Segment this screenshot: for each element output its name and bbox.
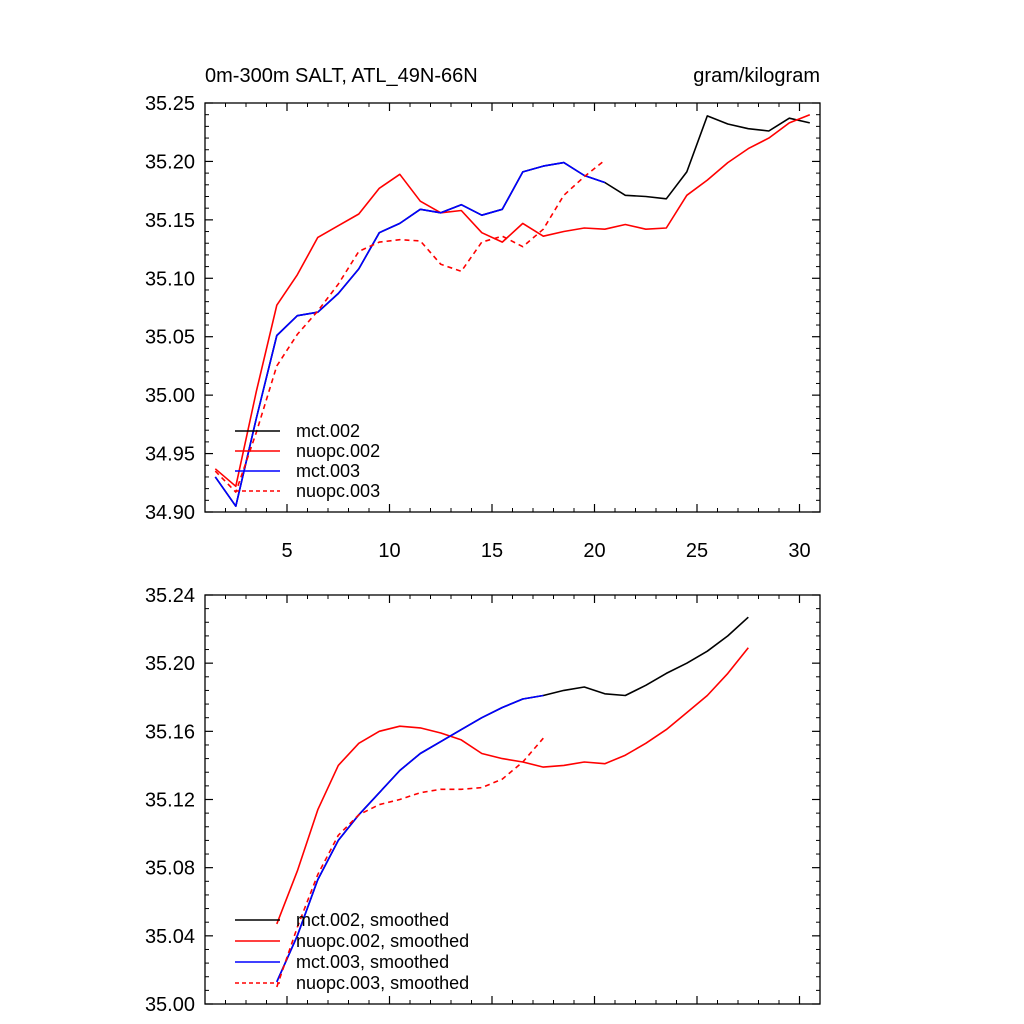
bottom-legend: mct.002, smoothed nuopc.002, smoothed mc… (235, 910, 469, 993)
bottom-series-nuopc-003-smoothed (276, 737, 544, 988)
top-xtick-label: 20 (583, 540, 605, 562)
top-xtick-label: 10 (378, 540, 400, 562)
top-legend: mct.002 nuopc.002 mct.003 nuopc.003 (235, 421, 380, 501)
bottom-series-nuopc-002-smoothed (276, 647, 749, 925)
top-series-nuopc-002 (214, 113, 811, 488)
top-ytick-label: 35.20 (145, 151, 195, 173)
top-xtick-label: 25 (686, 540, 708, 562)
top-ytick-label: 35.05 (145, 327, 195, 349)
top-ytick-label: 35.10 (145, 268, 195, 290)
legend-label-mct-003-smoothed: mct.003, smoothed (296, 952, 449, 972)
top-series-nuopc-003 (214, 159, 606, 493)
legend-label-nuopc-003: nuopc.003 (296, 481, 380, 501)
bottom-ytick-label: 35.08 (145, 858, 195, 880)
top-ytick-label: 34.95 (145, 444, 195, 466)
bottom-ytick-label: 35.24 (145, 585, 195, 607)
legend-label-nuopc-002-smoothed: nuopc.002, smoothed (296, 931, 469, 951)
top-ytick-label: 35.15 (145, 210, 195, 232)
top-ytick-label: 35.25 (145, 93, 195, 115)
top-axes-ticks: 34.90 34.95 35.00 35.05 35.10 35.15 35.20 35.25… (145, 93, 821, 562)
bottom-ytick-label: 35.00 (145, 994, 195, 1016)
units-label: gram/kilogram (693, 65, 820, 87)
top-xtick-label: 5 (281, 540, 292, 562)
top-ytick-label: 34.90 (145, 502, 195, 524)
top-xtick-label: 15 (481, 540, 503, 562)
top-plot-frame (204, 102, 821, 513)
bottom-ytick-label: 35.20 (145, 653, 195, 675)
bottom-plot-frame (204, 594, 821, 1005)
bottom-ytick-label: 35.16 (145, 721, 195, 743)
chart-title: 0m-300m SALT, ATL_49N-66N (205, 65, 478, 87)
bottom-series-mct-003-smoothed (276, 694, 544, 983)
panel-top: 0m-300m SALT, ATL_49N-66N gram/kilogram … (145, 65, 821, 562)
bottom-ytick-label: 35.04 (145, 926, 195, 948)
legend-label-mct-003: mct.003 (296, 461, 360, 481)
bottom-series-group (276, 616, 749, 988)
legend-label-mct-002-smoothed: mct.002, smoothed (296, 910, 449, 930)
legend-label-nuopc-003-smoothed: nuopc.003, smoothed (296, 973, 469, 993)
bottom-ytick-label: 35.12 (145, 790, 195, 812)
legend-label-nuopc-002: nuopc.002 (296, 441, 380, 461)
panel-bottom: 35.00 35.04 35.08 35.12 35.16 35.20 35.24 mct.… (145, 585, 821, 1016)
legend-label-mct-002: mct.002 (296, 421, 360, 441)
top-ytick-label: 35.00 (145, 385, 195, 407)
top-series-group (214, 113, 811, 508)
top-xtick-label: 30 (788, 540, 810, 562)
top-series-mct-003 (214, 161, 606, 508)
